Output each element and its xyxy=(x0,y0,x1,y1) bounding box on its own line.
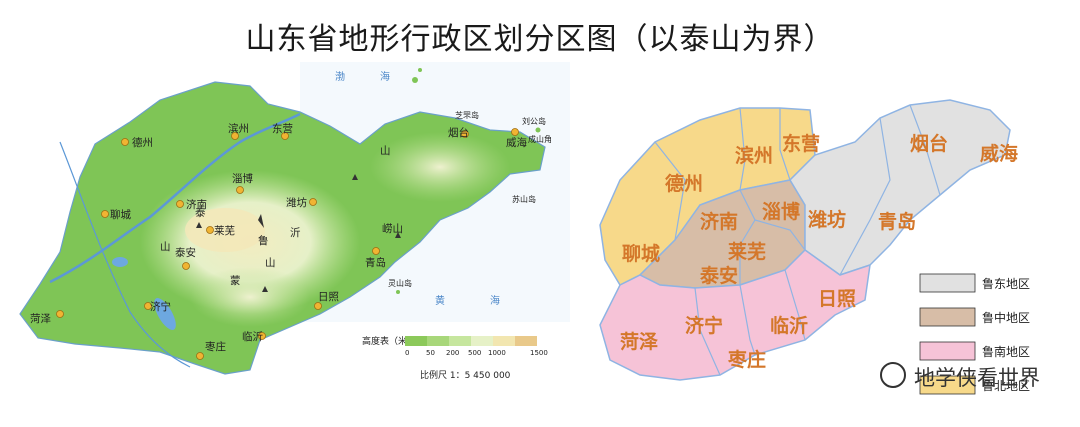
elevation-swatch-4 xyxy=(471,336,493,346)
region-south-shape xyxy=(599,249,871,381)
region-label-liaocheng: 聊城 xyxy=(622,242,660,265)
place-zhifu: 芝罘岛 xyxy=(455,110,479,120)
legend-swatch-lubei xyxy=(919,375,976,395)
city-label-heze: 菏泽 xyxy=(30,313,51,325)
city-label-weihai: 威海 xyxy=(506,136,527,149)
legend-swatch-lunan xyxy=(919,341,976,361)
city-label-binzhou: 滨州 xyxy=(228,122,249,135)
place-liugong: 刘公岛 xyxy=(522,116,546,126)
city-label-taian: 泰安 xyxy=(175,246,196,259)
city-label-dongying: 东营 xyxy=(272,122,293,135)
mountain-label-tai: 泰 xyxy=(195,206,206,219)
elevation-tick-50: 50 xyxy=(426,349,435,357)
yellow-sea-label-2: 海 xyxy=(490,294,500,307)
legend-swatch-ludong xyxy=(919,273,976,293)
region-map: 德州 滨州 东营 聊城 济南 淄博 莱芜 泰安 潍坊 青岛 烟台 威海 日照 临… xyxy=(599,99,1030,395)
city-label-weifang: 潍坊 xyxy=(286,196,307,209)
region-label-linyi: 临沂 xyxy=(770,314,808,337)
city-label-laiwu: 莱芜 xyxy=(214,224,235,237)
legend-swatch-luzhong xyxy=(919,307,976,327)
region-label-yantai: 烟台 xyxy=(910,132,948,155)
elevation-swatch-5 xyxy=(493,336,515,346)
elevation-legend-bar xyxy=(405,336,537,346)
city-label-jining: 济宁 xyxy=(150,300,171,313)
elevation-legend-title: 高度表（米） xyxy=(362,335,416,347)
scale-label: 比例尺 1：5 450 000 xyxy=(420,369,511,381)
grand-canal xyxy=(59,141,191,368)
page-title: 山东省地形行政区划分区图（以泰山为界） xyxy=(245,22,835,57)
mountain-peaks xyxy=(196,174,401,292)
region-label-weifang: 潍坊 xyxy=(807,208,846,231)
elevation-tick-0: 0 xyxy=(405,349,409,357)
city-markers xyxy=(56,128,519,360)
city-label-dezhou: 德州 xyxy=(132,136,153,149)
city-label-rizhao: 日照 xyxy=(318,291,339,303)
yellow-sea-label-1: 黄 xyxy=(435,294,445,307)
region-legend: 鲁东地区 鲁中地区 鲁南地区 鲁北地区 xyxy=(919,273,1030,395)
city-label-zibo: 淄博 xyxy=(232,172,253,185)
place-sushan: 苏山岛 xyxy=(512,194,536,204)
elevation-swatch-2 xyxy=(427,336,449,346)
mountain-label-laoshan: 崂山 xyxy=(382,223,403,235)
watermark: 地学侠看世界 xyxy=(880,362,1040,392)
region-east-shape xyxy=(789,99,1011,276)
mountain-label-shan-2: 山 xyxy=(265,257,276,269)
city-label-jinan: 济南 xyxy=(186,198,207,211)
region-label-zaozhuang: 枣庄 xyxy=(727,348,766,371)
eastern-hills xyxy=(370,132,510,202)
region-label-jining: 济宁 xyxy=(685,314,723,337)
elevation-tick-1000: 1000 xyxy=(488,349,506,357)
mountain-label-meng: 蒙 xyxy=(230,274,241,287)
elevation-tick-200: 200 xyxy=(446,349,459,357)
mountain-label-lu: 鲁 xyxy=(258,234,269,247)
watermark-text: 地学侠看世界 xyxy=(914,366,1040,390)
city-label-qingdao: 青岛 xyxy=(365,256,386,269)
city-label-zaozhuang: 枣庄 xyxy=(205,340,226,353)
region-label-laiwu: 莱芜 xyxy=(728,240,766,263)
region-label-qingdao: 青岛 xyxy=(878,210,916,233)
region-label-dezhou: 德州 xyxy=(665,172,703,195)
legend-label-luzhong: 鲁中地区 xyxy=(982,310,1030,325)
region-label-weihai: 威海 xyxy=(980,142,1018,165)
city-label-linyi: 临沂 xyxy=(242,330,263,343)
elevation-tick-1500: 1500 xyxy=(530,349,548,357)
region-label-taian: 泰安 xyxy=(699,264,738,287)
bohai-label-1: 渤 xyxy=(335,70,345,83)
place-chengshan: 成山角 xyxy=(528,134,552,144)
mountain-label-shan-1: 山 xyxy=(160,241,171,253)
city-label-yantai: 烟台 xyxy=(448,126,469,139)
elevation-swatch-1 xyxy=(405,336,427,346)
region-label-jinan: 济南 xyxy=(700,210,738,233)
region-label-binzhou: 滨州 xyxy=(735,144,773,167)
legend-label-lubei: 鲁北地区 xyxy=(982,379,1030,393)
mountain-core xyxy=(185,208,265,252)
legend-label-ludong: 鲁东地区 xyxy=(982,277,1030,291)
wechat-icon xyxy=(880,362,906,388)
mountain-label-yi: 沂 xyxy=(290,226,301,239)
region-label-zibo: 淄博 xyxy=(762,200,800,223)
mountain-label-shan-3: 山 xyxy=(380,145,391,157)
region-label-dongying: 东营 xyxy=(782,132,820,155)
elevation-swatch-3 xyxy=(449,336,471,346)
elevation-tick-500: 500 xyxy=(468,349,481,357)
yellow-river xyxy=(49,112,301,284)
city-label-liaocheng: 聊城 xyxy=(110,208,131,221)
legend-label-lunan: 鲁南地区 xyxy=(982,344,1030,359)
region-label-rizhao: 日照 xyxy=(818,288,856,310)
dongping-lake xyxy=(112,257,128,267)
physical-map: 渤 海 黄 海 德州 滨州 东营 济南 淄博 潍坊 烟台 威海 聊城 泰安 莱芜… xyxy=(19,62,570,381)
place-lingshan: 灵山岛 xyxy=(388,278,412,288)
elevation-swatch-6 xyxy=(515,336,537,346)
bohai-label-2: 海 xyxy=(380,70,390,83)
internal-borders xyxy=(654,104,941,376)
southern-hills xyxy=(190,267,310,327)
region-label-heze: 菏泽 xyxy=(620,331,658,353)
nansi-lake xyxy=(154,298,176,330)
